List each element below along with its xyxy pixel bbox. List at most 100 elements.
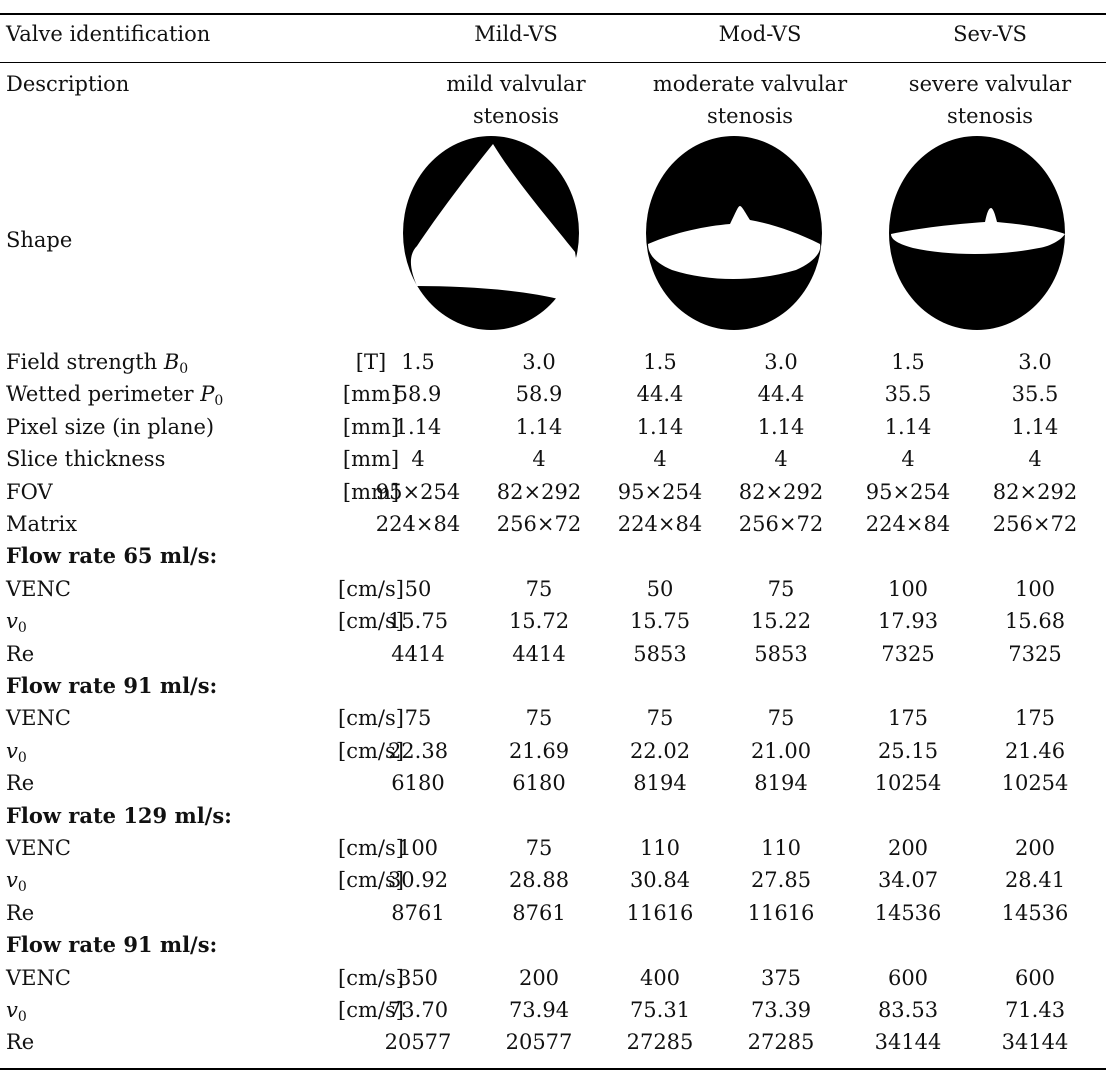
row-symbol-subscript: 0 [17, 879, 27, 896]
table-cell: 7325 [881, 641, 935, 666]
table-cell: 8761 [391, 900, 445, 925]
table-cell: 22.02 [629, 738, 691, 763]
row-label: v0 [6, 738, 27, 765]
row-label-text: Re [6, 1030, 35, 1055]
row-label-text: Field strength [6, 350, 164, 374]
table-cell: 75 [525, 576, 553, 601]
table-cell: 17.93 [877, 609, 939, 634]
table-cell: 110 [639, 836, 681, 860]
flow-section-title: Flow rate 65 ml/s: [6, 543, 218, 569]
row-label: Re [6, 901, 34, 925]
table-cell: 3.0 [764, 350, 798, 374]
table-cell: 256×72 [738, 512, 824, 536]
row-label-text: Re [6, 641, 35, 666]
table-cell: 75 [525, 836, 553, 860]
row-unit: [cm/s] [338, 998, 404, 1022]
table-cell: 8194 [754, 771, 808, 796]
table-cell: 27.85 [750, 868, 812, 893]
table-cell: 82×292 [738, 479, 824, 504]
row-label-text: Re [6, 900, 35, 925]
table-cell: 400 [639, 965, 681, 990]
table-cell: 1.14 [1011, 414, 1059, 439]
table-cell: 8194 [633, 771, 687, 796]
table-cell: 44.4 [636, 382, 684, 407]
table-cell: 34144 [1001, 1030, 1069, 1055]
table-cell: 100 [397, 836, 439, 860]
table-cell: 10254 [874, 771, 942, 796]
row-label: Re [6, 1030, 34, 1054]
row-symbol-subscript: 0 [179, 361, 189, 377]
table-cell: 256×72 [992, 512, 1078, 536]
table-cell: 15.75 [387, 609, 449, 634]
table-cell: 95×254 [375, 479, 461, 504]
row-label-text: Wetted perimeter [6, 382, 201, 407]
row-label-text: Slice thickness [6, 447, 166, 472]
table-cell: 4 [411, 447, 425, 472]
severe-stenosis-valve-icon [889, 136, 1065, 330]
table-cell: 224×84 [375, 512, 461, 536]
table-cell: 4 [1028, 447, 1042, 472]
row-unit: [cm/s] [338, 609, 404, 634]
table-cell: 27285 [626, 1030, 694, 1055]
table-cell: 75 [646, 706, 674, 731]
row-label-text: VENC [6, 836, 71, 860]
table-cell: 7325 [1008, 641, 1062, 666]
table-cell: 1.14 [757, 414, 805, 439]
table-cell: 34144 [874, 1030, 942, 1055]
group-header-mild: Mild-VS [474, 22, 558, 46]
table-cell: 375 [760, 965, 802, 990]
table-cell: 1.5 [643, 350, 677, 374]
row-label-text: FOV [6, 479, 53, 504]
table-cell: 3.0 [522, 350, 556, 374]
row-unit: [mm] [342, 447, 400, 472]
table-cell: 75 [525, 706, 553, 731]
row-unit: [mm] [342, 479, 400, 504]
header-rule [0, 62, 1106, 63]
table-cell: 4414 [391, 641, 445, 666]
row-unit: [mm] [342, 382, 400, 407]
table-cell: 34.07 [877, 868, 939, 893]
table-cell: 20577 [505, 1030, 573, 1055]
row-symbol: v [6, 738, 18, 763]
table-cell: 21.00 [750, 738, 812, 763]
table-cell: 58.9 [515, 382, 563, 407]
table-cell: 200 [1014, 836, 1056, 860]
table-cell: 350 [397, 965, 439, 990]
top-rule [0, 13, 1106, 15]
row-label: VENC [6, 966, 71, 990]
table-cell: 20577 [384, 1030, 452, 1055]
table-cell: 4 [653, 447, 667, 472]
table-cell: 28.88 [508, 868, 570, 893]
table-cell: 82×292 [992, 479, 1078, 504]
table-cell: 1.5 [891, 350, 925, 374]
table-cell: 75 [404, 706, 432, 731]
description-severe-line2: stenosis [946, 104, 1034, 128]
table-cell: 1.14 [636, 414, 684, 439]
row-label: Pixel size (in plane) [6, 415, 214, 439]
row-symbol: v [6, 609, 18, 634]
table-cell: 71.43 [1004, 998, 1066, 1022]
description-mild-line2: stenosis [472, 104, 560, 128]
flow-section-title: Flow rate 91 ml/s: [6, 673, 218, 698]
mild-stenosis-valve-icon [403, 136, 579, 330]
row-label-text: Matrix [6, 512, 78, 536]
row-label: Re [6, 642, 34, 666]
table-cell: 4 [774, 447, 788, 472]
table-cell: 73.70 [387, 998, 449, 1022]
table-cell: 58.9 [394, 382, 442, 407]
table-cell: 21.69 [508, 738, 570, 763]
row-label-text: VENC [6, 965, 71, 990]
row-label: v0 [6, 868, 27, 896]
group-header-severe: Sev-VS [953, 22, 1027, 46]
row-unit: [T] [355, 350, 387, 374]
table-cell: 1.5 [401, 350, 435, 374]
table-cell: 1.14 [884, 414, 932, 439]
row-label: Matrix [6, 512, 77, 536]
table-cell: 5853 [633, 641, 687, 666]
table-cell: 30.92 [387, 868, 449, 893]
table-cell: 175 [887, 706, 929, 731]
row-label: VENC [6, 706, 71, 730]
row-label-text: VENC [6, 576, 71, 601]
row-label: Re [6, 771, 34, 795]
row-label: Slice thickness [6, 447, 165, 471]
